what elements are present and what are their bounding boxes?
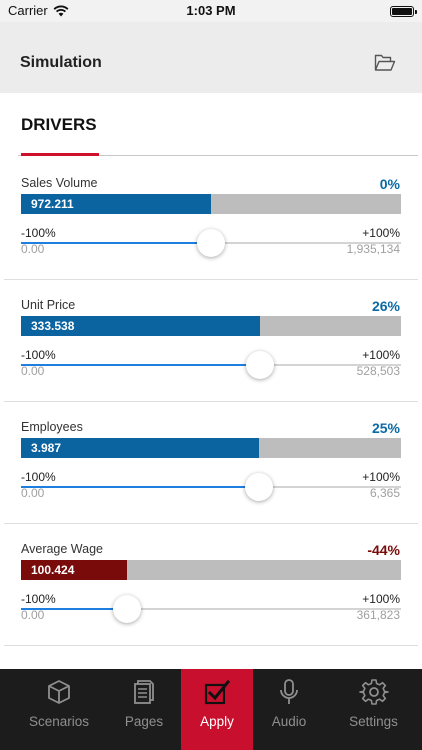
tab-label: Settings <box>349 714 398 729</box>
page-title: Simulation <box>20 54 102 71</box>
driver-value-bar-fill <box>21 560 128 580</box>
driver-divider <box>4 645 418 646</box>
slider-min-label: -100% <box>21 592 56 606</box>
driver-value-bar: 100.424 <box>21 560 401 580</box>
driver-slider-thumb[interactable] <box>244 473 273 501</box>
driver-slider-thumb[interactable] <box>113 595 142 623</box>
driver-value: 333.538 <box>31 319 75 333</box>
checkbox-icon <box>202 677 232 707</box>
tab-bar: Scenarios Pages Apply Audio Settings <box>0 669 422 750</box>
slider-max-label: +100% <box>362 226 400 240</box>
driver-percent: 0% <box>379 176 400 192</box>
status-bar: Carrier 1:03 PM <box>0 0 422 22</box>
section-divider <box>18 155 418 156</box>
driver-row: Unit Price 26% 333.538 -100% +100% 0.00 … <box>0 280 422 402</box>
tab-scenarios[interactable]: Scenarios <box>0 669 118 750</box>
driver-base-value: 0.00 <box>21 486 45 500</box>
driver-slider-thumb[interactable] <box>197 229 225 257</box>
battery-icon <box>390 6 417 17</box>
section-tab-indicator <box>21 153 99 156</box>
driver-total-value: 361,823 <box>356 608 400 622</box>
tab-apply[interactable]: Apply <box>181 669 253 750</box>
driver-value-bar-fill <box>21 194 211 214</box>
driver-name: Sales Volume <box>21 176 98 190</box>
tab-pages[interactable]: Pages <box>108 669 180 750</box>
tab-audio[interactable]: Audio <box>253 669 325 750</box>
driver-total-value: 1,935,134 <box>346 242 400 256</box>
tab-label: Pages <box>124 714 164 729</box>
section-title: DRIVERS <box>21 115 97 134</box>
driver-total-value: 528,503 <box>356 364 400 378</box>
nav-bar: Simulation <box>0 22 422 93</box>
driver-slider-fill <box>21 364 261 366</box>
driver-base-value: 0.00 <box>21 608 45 622</box>
pages-icon <box>129 677 159 707</box>
carrier-label: Carrier <box>8 3 48 18</box>
tab-settings[interactable]: Settings <box>325 669 422 750</box>
driver-slider-track[interactable] <box>21 608 401 610</box>
drivers-section-header: DRIVERS <box>0 93 422 157</box>
driver-slider-fill <box>21 608 128 610</box>
driver-slider-track[interactable] <box>21 364 401 366</box>
gear-icon <box>358 677 389 707</box>
driver-divider <box>4 401 418 402</box>
slider-min-label: -100% <box>21 226 56 240</box>
driver-base-value: 0.00 <box>21 364 45 378</box>
driver-percent: 25% <box>371 420 400 436</box>
slider-max-label: +100% <box>362 592 400 606</box>
driver-value-bar: 3.987 <box>21 438 401 458</box>
tab-label: Apply <box>200 714 234 729</box>
driver-value: 100.424 <box>31 563 75 577</box>
driver-value: 3.987 <box>31 441 62 455</box>
driver-name: Employees <box>21 420 83 434</box>
slider-min-label: -100% <box>21 470 56 484</box>
driver-row: Employees 25% 3.987 -100% +100% 0.00 6,3… <box>0 402 422 524</box>
driver-percent: 26% <box>371 298 400 314</box>
driver-slider-fill <box>21 242 211 244</box>
driver-name: Unit Price <box>21 298 76 312</box>
slider-max-label: +100% <box>362 470 400 484</box>
driver-base-value: 0.00 <box>21 242 45 256</box>
driver-row: Average Wage -44% 100.424 -100% +100% 0.… <box>0 524 422 646</box>
driver-total-value: 6,365 <box>369 486 400 500</box>
tab-label: Scenarios <box>28 714 90 729</box>
driver-percent: -44% <box>367 542 400 558</box>
driver-slider-track[interactable] <box>21 486 401 488</box>
driver-value-bar: 333.538 <box>21 316 401 336</box>
slider-max-label: +100% <box>362 348 400 362</box>
status-time: 1:03 PM <box>186 3 236 18</box>
folder-icon[interactable] <box>374 53 396 73</box>
driver-divider <box>4 279 418 280</box>
driver-row: Sales Volume 0% 972.211 -100% +100% 0.00… <box>0 158 422 280</box>
driver-value: 972.211 <box>31 197 74 211</box>
slider-min-label: -100% <box>21 348 56 362</box>
driver-name: Average Wage <box>21 542 103 556</box>
wifi-icon <box>53 5 69 16</box>
driver-value-bar-fill <box>21 316 261 336</box>
tab-label: Audio <box>271 714 307 729</box>
driver-divider <box>4 523 418 524</box>
driver-value-bar: 972.211 <box>21 194 401 214</box>
microphone-icon <box>274 677 304 707</box>
driver-value-bar-fill <box>21 438 259 458</box>
driver-slider-fill <box>21 486 259 488</box>
carrier-info: Carrier <box>8 3 69 18</box>
driver-slider-thumb[interactable] <box>246 351 275 379</box>
cube-icon <box>44 677 74 707</box>
